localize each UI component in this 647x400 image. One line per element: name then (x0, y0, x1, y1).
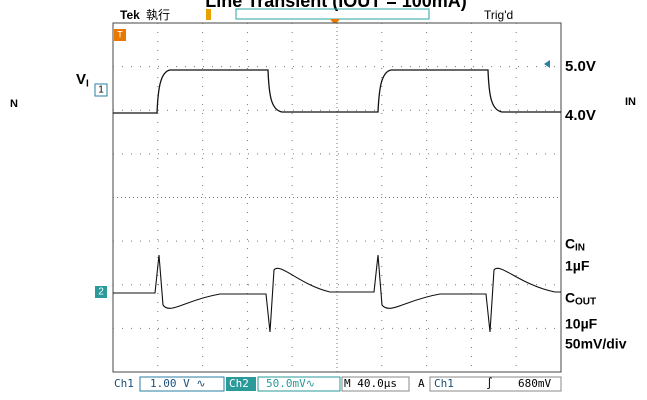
ch1-marker-label: 1 (98, 85, 104, 96)
run-mode: 執行 (146, 8, 170, 22)
brand: Tek (120, 8, 140, 22)
timebase: M 40.0µs (344, 377, 397, 390)
ch2-label: Ch2 (229, 377, 249, 390)
vi-sub: I (86, 79, 89, 90)
scale-label: 50mV/div (565, 336, 627, 352)
trigger-level: 680mV (518, 377, 551, 390)
level-high: 5.0V (565, 58, 596, 75)
cut-label-right: IN (625, 96, 636, 108)
trigger-status: Trig'd (484, 8, 513, 22)
trigger-pos-icon (206, 9, 211, 20)
vi-label: V (76, 71, 86, 88)
ch1-scale: 1.00 V ∿ (150, 377, 206, 390)
cut-label: N (10, 98, 18, 110)
page: Line Transient (IOUT = 100mA) Tek 執行 Tri… (0, 0, 647, 400)
scope-figure: Line Transient (IOUT = 100mA) Tek 執行 Tri… (0, 0, 647, 400)
ch2-marker-label: 2 (98, 287, 104, 298)
cout-value: 10µF (565, 316, 598, 332)
cout-label: C (565, 290, 575, 306)
cin-label: C (565, 236, 575, 252)
cin-sub: IN (575, 243, 585, 254)
cout-sub: OUT (575, 297, 596, 308)
trigger-slope: ∫ (486, 377, 493, 390)
level-low: 4.0V (565, 107, 596, 124)
trigger-source: Ch1 (434, 377, 454, 390)
trigger-marker-label: T (117, 29, 123, 39)
cin-value: 1µF (565, 258, 590, 274)
ch2-scale: 50.0mV∿ (266, 377, 315, 390)
ch1-label: Ch1 (114, 377, 134, 390)
trigger-mode: A (418, 377, 425, 390)
status-bar: Ch1 1.00 V ∿ Ch2 50.0mV∿ M 40.0µs A Ch1 … (113, 376, 561, 392)
